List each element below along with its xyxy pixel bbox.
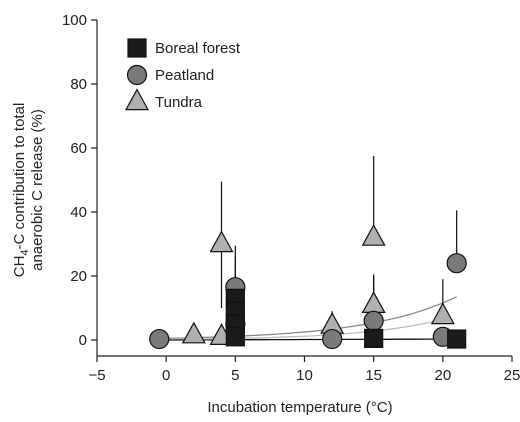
- legend: Boreal forest Peatland Tundra: [124, 38, 241, 111]
- y-tick-label: 40: [70, 204, 87, 221]
- error-bars: [220, 156, 458, 329]
- legend-label-boreal-forest: Boreal forest: [155, 40, 241, 57]
- marker-peatland: [446, 253, 467, 274]
- x-tick-label: −5: [88, 367, 105, 384]
- x-tick-label: 20: [434, 367, 451, 384]
- legend-marker-boreal-forest: [127, 38, 147, 58]
- x-axis-label: Incubation temperature (°C): [207, 399, 392, 416]
- legend-marker-tundra: [124, 88, 150, 111]
- marker-tundra: [430, 302, 455, 325]
- marker-boreal-forest: [364, 328, 384, 348]
- y-tick-label: 0: [79, 332, 87, 349]
- y-tick-label: 60: [70, 140, 87, 157]
- y-axis-label-line1: CH4-C contribution to total: [11, 103, 31, 278]
- x-tick-label: 0: [162, 367, 170, 384]
- y-tick-label: 80: [70, 76, 87, 93]
- x-tick-label: 10: [296, 367, 313, 384]
- data-markers: [149, 223, 467, 350]
- x-tick-label: 25: [504, 367, 520, 384]
- fit-curve-boreal-forest: [159, 338, 457, 341]
- marker-boreal-forest: [225, 327, 245, 347]
- marker-tundra: [361, 223, 386, 246]
- y-axis-label-line2: anaerobic C release (%): [29, 109, 46, 271]
- marker-tundra: [361, 291, 386, 313]
- marker-peatland: [149, 328, 170, 350]
- legend-marker-peatland: [126, 64, 148, 86]
- y-tick-label: 20: [70, 268, 87, 285]
- legend-label-tundra: Tundra: [155, 94, 203, 111]
- marker-peatland: [322, 328, 343, 350]
- marker-peatland: [363, 310, 384, 331]
- marker-tundra: [181, 321, 206, 344]
- x-tick-label: 5: [231, 367, 239, 384]
- marker-boreal-forest: [447, 329, 467, 349]
- legend-label-peatland: Peatland: [155, 67, 214, 84]
- marker-tundra: [209, 230, 234, 253]
- x-tick-label: 15: [365, 367, 382, 384]
- axes: 0 20 40 60 80 100 −5 0 5 10 15 20 25: [62, 12, 520, 384]
- fit-curves: [159, 296, 457, 341]
- y-tick-label: 100: [62, 12, 87, 29]
- fit-curve-peatland: [159, 296, 457, 340]
